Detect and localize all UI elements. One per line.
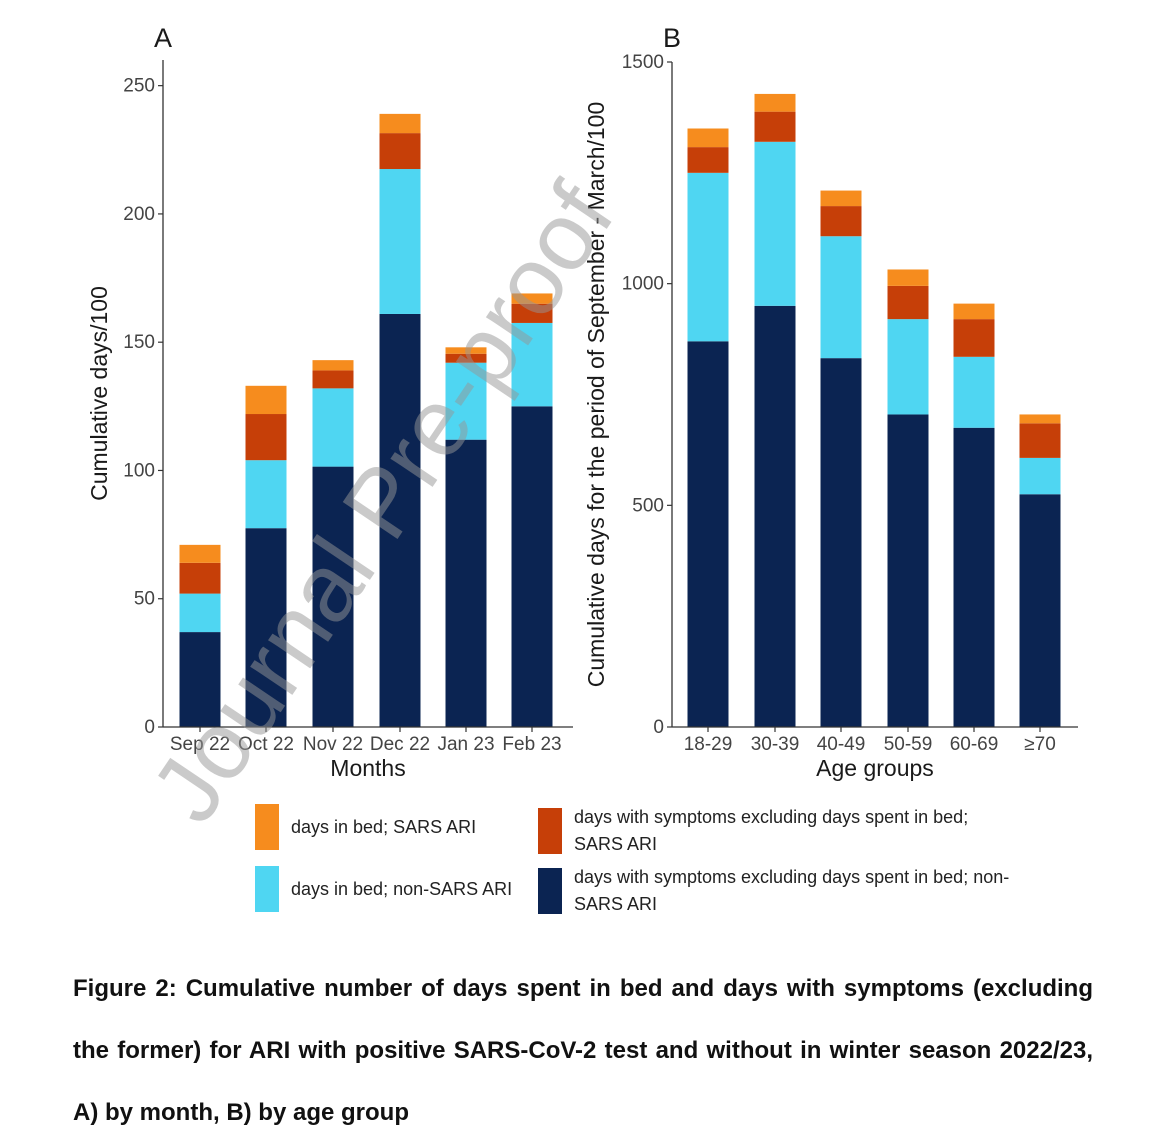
panel-b-bar-40-49-nonsars-bed <box>820 236 862 359</box>
panel-b-bar-60-69-sars-bed <box>953 303 995 320</box>
panel-a-bar-oct-22-nonsars-bed <box>245 460 287 529</box>
panel-b-x-axis-title: Age groups <box>816 755 934 781</box>
panel-b-xtick-label-30-39: 30-39 <box>751 734 800 755</box>
panel-b-bar-18-29-nonsars-bed <box>687 172 729 342</box>
panel-b-bar-70-nonsars-bed <box>1019 457 1061 495</box>
panel-a-xtick-label-nov-22: Nov 22 <box>303 734 363 755</box>
panel-b-chart: B 0 500 1000 1500 18-29 30-39 40-49 50-59 60-69 ≥7… <box>583 23 1078 781</box>
panel-a-bar-oct-22-sars-bed <box>245 385 287 415</box>
legend-label-sars-symptoms: days with symptoms excluding days spent … <box>574 807 969 854</box>
panel-b-ytick-label-0: 0 <box>653 717 664 738</box>
panel-b-bar-70-nonsars-symptoms <box>1019 494 1061 727</box>
legend-swatch-sars-bed <box>255 804 279 850</box>
panel-b-xtick-label-40-49: 40-49 <box>817 734 866 755</box>
panel-b-bar-40-49-sars-bed <box>820 190 862 207</box>
panel-a-bar-sep-22-nonsars-symptoms <box>179 632 221 727</box>
panel-a-ytick-label-50: 50 <box>134 589 155 610</box>
panel-b-xtick-label-70: ≥70 <box>1024 734 1056 755</box>
panel-b-bar-30-39-sars-symptoms <box>754 111 796 142</box>
panel-a-bar-dec-22-nonsars-bed <box>379 169 421 314</box>
panel-a-bar-dec-22-nonsars-symptoms <box>379 313 421 727</box>
panel-a-ytick-label-150: 150 <box>123 332 155 353</box>
panel-b-bar-70-sars-bed <box>1019 414 1061 424</box>
panel-a-ytick-label-250: 250 <box>123 76 155 97</box>
panel-a-bar-sep-22-sars-symptoms <box>179 562 221 594</box>
panel-b-bar-60-69-sars-symptoms <box>953 319 995 357</box>
panel-a-bar-sep-22-sars-bed <box>179 544 221 563</box>
panel-a-bar-feb-23-nonsars-symptoms <box>511 406 553 727</box>
panel-a-bar-jan-23-nonsars-symptoms <box>445 439 487 727</box>
panel-a-letter: A <box>154 23 172 53</box>
panel-b-xtick-label-50-59: 50-59 <box>884 734 933 755</box>
panel-b-bar-40-49-sars-symptoms <box>820 206 862 237</box>
panel-b-xtick-label-60-69: 60-69 <box>950 734 999 755</box>
legend: days in bed; SARS ARI days with symptoms… <box>255 800 1055 920</box>
panel-a-bar-jan-23-sars-symptoms <box>445 353 487 363</box>
panel-b-bar-60-69-nonsars-symptoms <box>953 427 995 727</box>
legend-item-sars-symptoms: days with symptoms excluding days spent … <box>538 804 1014 858</box>
panel-a-bar-nov-22-nonsars-symptoms <box>312 466 354 727</box>
panel-b-ytick-label-1500: 1500 <box>622 52 664 73</box>
panel-b-bar-30-39-sars-bed <box>754 93 796 112</box>
panel-a-bar-nov-22-nonsars-bed <box>312 388 354 467</box>
legend-label-sars-bed: days in bed; SARS ARI <box>291 816 477 837</box>
panel-b-y-axis-title: Cumulative days for the period of Septem… <box>583 102 609 688</box>
panel-a-bar-nov-22-sars-symptoms <box>312 370 354 389</box>
panel-a-bar-nov-22-sars-bed <box>312 360 354 371</box>
panel-b-bar-18-29-sars-bed <box>687 128 729 148</box>
panel-b-bar-30-39-nonsars-symptoms <box>754 305 796 727</box>
panel-b-bar-18-29-nonsars-symptoms <box>687 341 729 727</box>
panel-a-xtick-label-dec-22: Dec 22 <box>370 734 430 755</box>
figure-caption: Figure 2: Cumulative number of days spen… <box>73 975 1093 1126</box>
panel-b-bar-60-69-nonsars-bed <box>953 356 995 428</box>
panel-a-bar-dec-22-sars-symptoms <box>379 133 421 170</box>
legend-label-nonsars-bed: days in bed; non-SARS ARI <box>291 878 513 899</box>
legend-swatch-sars-symptoms <box>538 808 562 854</box>
panel-a-bar-oct-22-nonsars-symptoms <box>245 528 287 727</box>
panel-a-chart: A 0 50 100 150 200 250 Sep 22 Oct 22 Nov 22 Dec 22… <box>86 23 573 781</box>
panel-b-xtick-label-18-29: 18-29 <box>684 734 733 755</box>
panel-b-ytick-label-500: 500 <box>632 495 664 516</box>
panel-b-bar-50-59-sars-symptoms <box>887 285 929 320</box>
panel-a-xtick-label-feb-23: Feb 23 <box>502 734 561 755</box>
panel-a-xtick-label-jan-23: Jan 23 <box>437 734 494 755</box>
legend-item-nonsars-symptoms: days with symptoms excluding days spent … <box>538 864 1014 918</box>
legend-label-nonsars-symptoms: days with symptoms excluding days spent … <box>574 867 1010 914</box>
panel-a-ytick-label-200: 200 <box>123 204 155 225</box>
panel-b-ytick-label-1000: 1000 <box>622 274 664 295</box>
panel-b-bar-50-59-sars-bed <box>887 269 929 286</box>
panel-a-bar-jan-23-sars-bed <box>445 347 487 354</box>
figure-canvas: A 0 50 100 150 200 250 Sep 22 Oct 22 Nov 22 Dec 22… <box>86 23 1078 781</box>
panel-b-bar-50-59-nonsars-symptoms <box>887 414 929 727</box>
panel-a-bar-dec-22-sars-bed <box>379 113 421 134</box>
panel-b-bar-50-59-nonsars-bed <box>887 319 929 415</box>
panel-a-bar-sep-22-nonsars-bed <box>179 593 221 633</box>
panel-b-bar-40-49-nonsars-symptoms <box>820 358 862 727</box>
panel-a-ytick-label-0: 0 <box>144 717 155 738</box>
panel-a-bar-feb-23-sars-symptoms <box>511 303 553 323</box>
panel-b-letter: B <box>663 23 681 53</box>
legend-item-sars-bed: days in bed; SARS ARI <box>255 804 531 850</box>
panel-a-ytick-label-100: 100 <box>123 460 155 481</box>
panel-b-bar-18-29-sars-symptoms <box>687 147 729 173</box>
panel-a-bar-feb-23-nonsars-bed <box>511 322 553 407</box>
panel-a-bar-feb-23-sars-bed <box>511 293 553 304</box>
legend-item-nonsars-bed: days in bed; non-SARS ARI <box>255 866 541 912</box>
legend-swatch-nonsars-symptoms <box>538 868 562 914</box>
panel-a-y-axis-title: Cumulative days/100 <box>86 286 112 501</box>
panel-a-bar-jan-23-nonsars-bed <box>445 362 487 440</box>
panel-a-xtick-label-sep-22: Sep 22 <box>170 734 230 755</box>
panel-a-xtick-label-oct-22: Oct 22 <box>238 734 294 755</box>
panel-a-x-axis-title: Months <box>330 755 405 781</box>
panel-a-bar-oct-22-sars-symptoms <box>245 414 287 461</box>
panel-b-bar-70-sars-symptoms <box>1019 423 1061 458</box>
panel-b-bar-30-39-nonsars-bed <box>754 141 796 306</box>
legend-swatch-nonsars-bed <box>255 866 279 912</box>
